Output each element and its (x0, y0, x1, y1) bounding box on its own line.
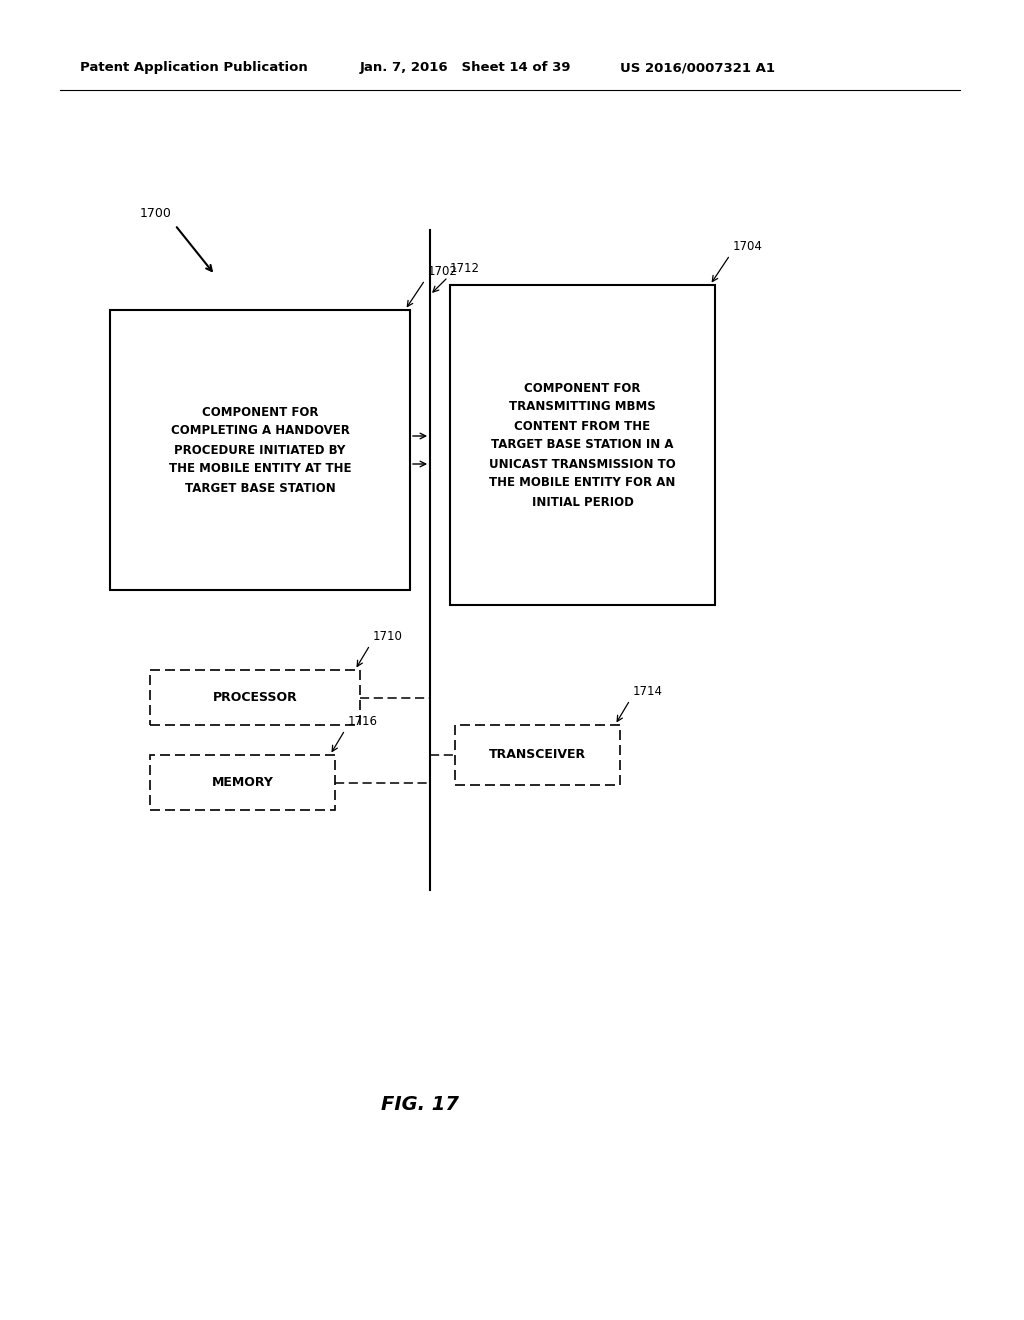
Text: COMPONENT FOR
TRANSMITTING MBMS
CONTENT FROM THE
TARGET BASE STATION IN A
UNICAS: COMPONENT FOR TRANSMITTING MBMS CONTENT … (489, 381, 676, 508)
Text: COMPONENT FOR
COMPLETING A HANDOVER
PROCEDURE INITIATED BY
THE MOBILE ENTITY AT : COMPONENT FOR COMPLETING A HANDOVER PROC… (169, 405, 351, 495)
Text: PROCESSOR: PROCESSOR (213, 690, 297, 704)
Text: 1716: 1716 (348, 715, 378, 729)
Text: 1702: 1702 (428, 265, 458, 279)
Text: US 2016/0007321 A1: US 2016/0007321 A1 (620, 62, 775, 74)
Bar (150, 671, 360, 725)
Bar (150, 755, 335, 810)
Bar (450, 285, 715, 605)
Text: 1704: 1704 (733, 240, 763, 253)
Bar (110, 310, 410, 590)
Text: 1712: 1712 (450, 261, 480, 275)
Text: 1714: 1714 (633, 685, 663, 698)
Text: MEMORY: MEMORY (212, 776, 273, 789)
Text: Patent Application Publication: Patent Application Publication (80, 62, 308, 74)
Text: Jan. 7, 2016   Sheet 14 of 39: Jan. 7, 2016 Sheet 14 of 39 (360, 62, 571, 74)
Text: 1700: 1700 (140, 207, 172, 220)
Text: FIG. 17: FIG. 17 (381, 1096, 459, 1114)
Text: 1710: 1710 (373, 630, 402, 643)
Text: TRANSCEIVER: TRANSCEIVER (488, 748, 586, 762)
Bar (455, 725, 620, 785)
